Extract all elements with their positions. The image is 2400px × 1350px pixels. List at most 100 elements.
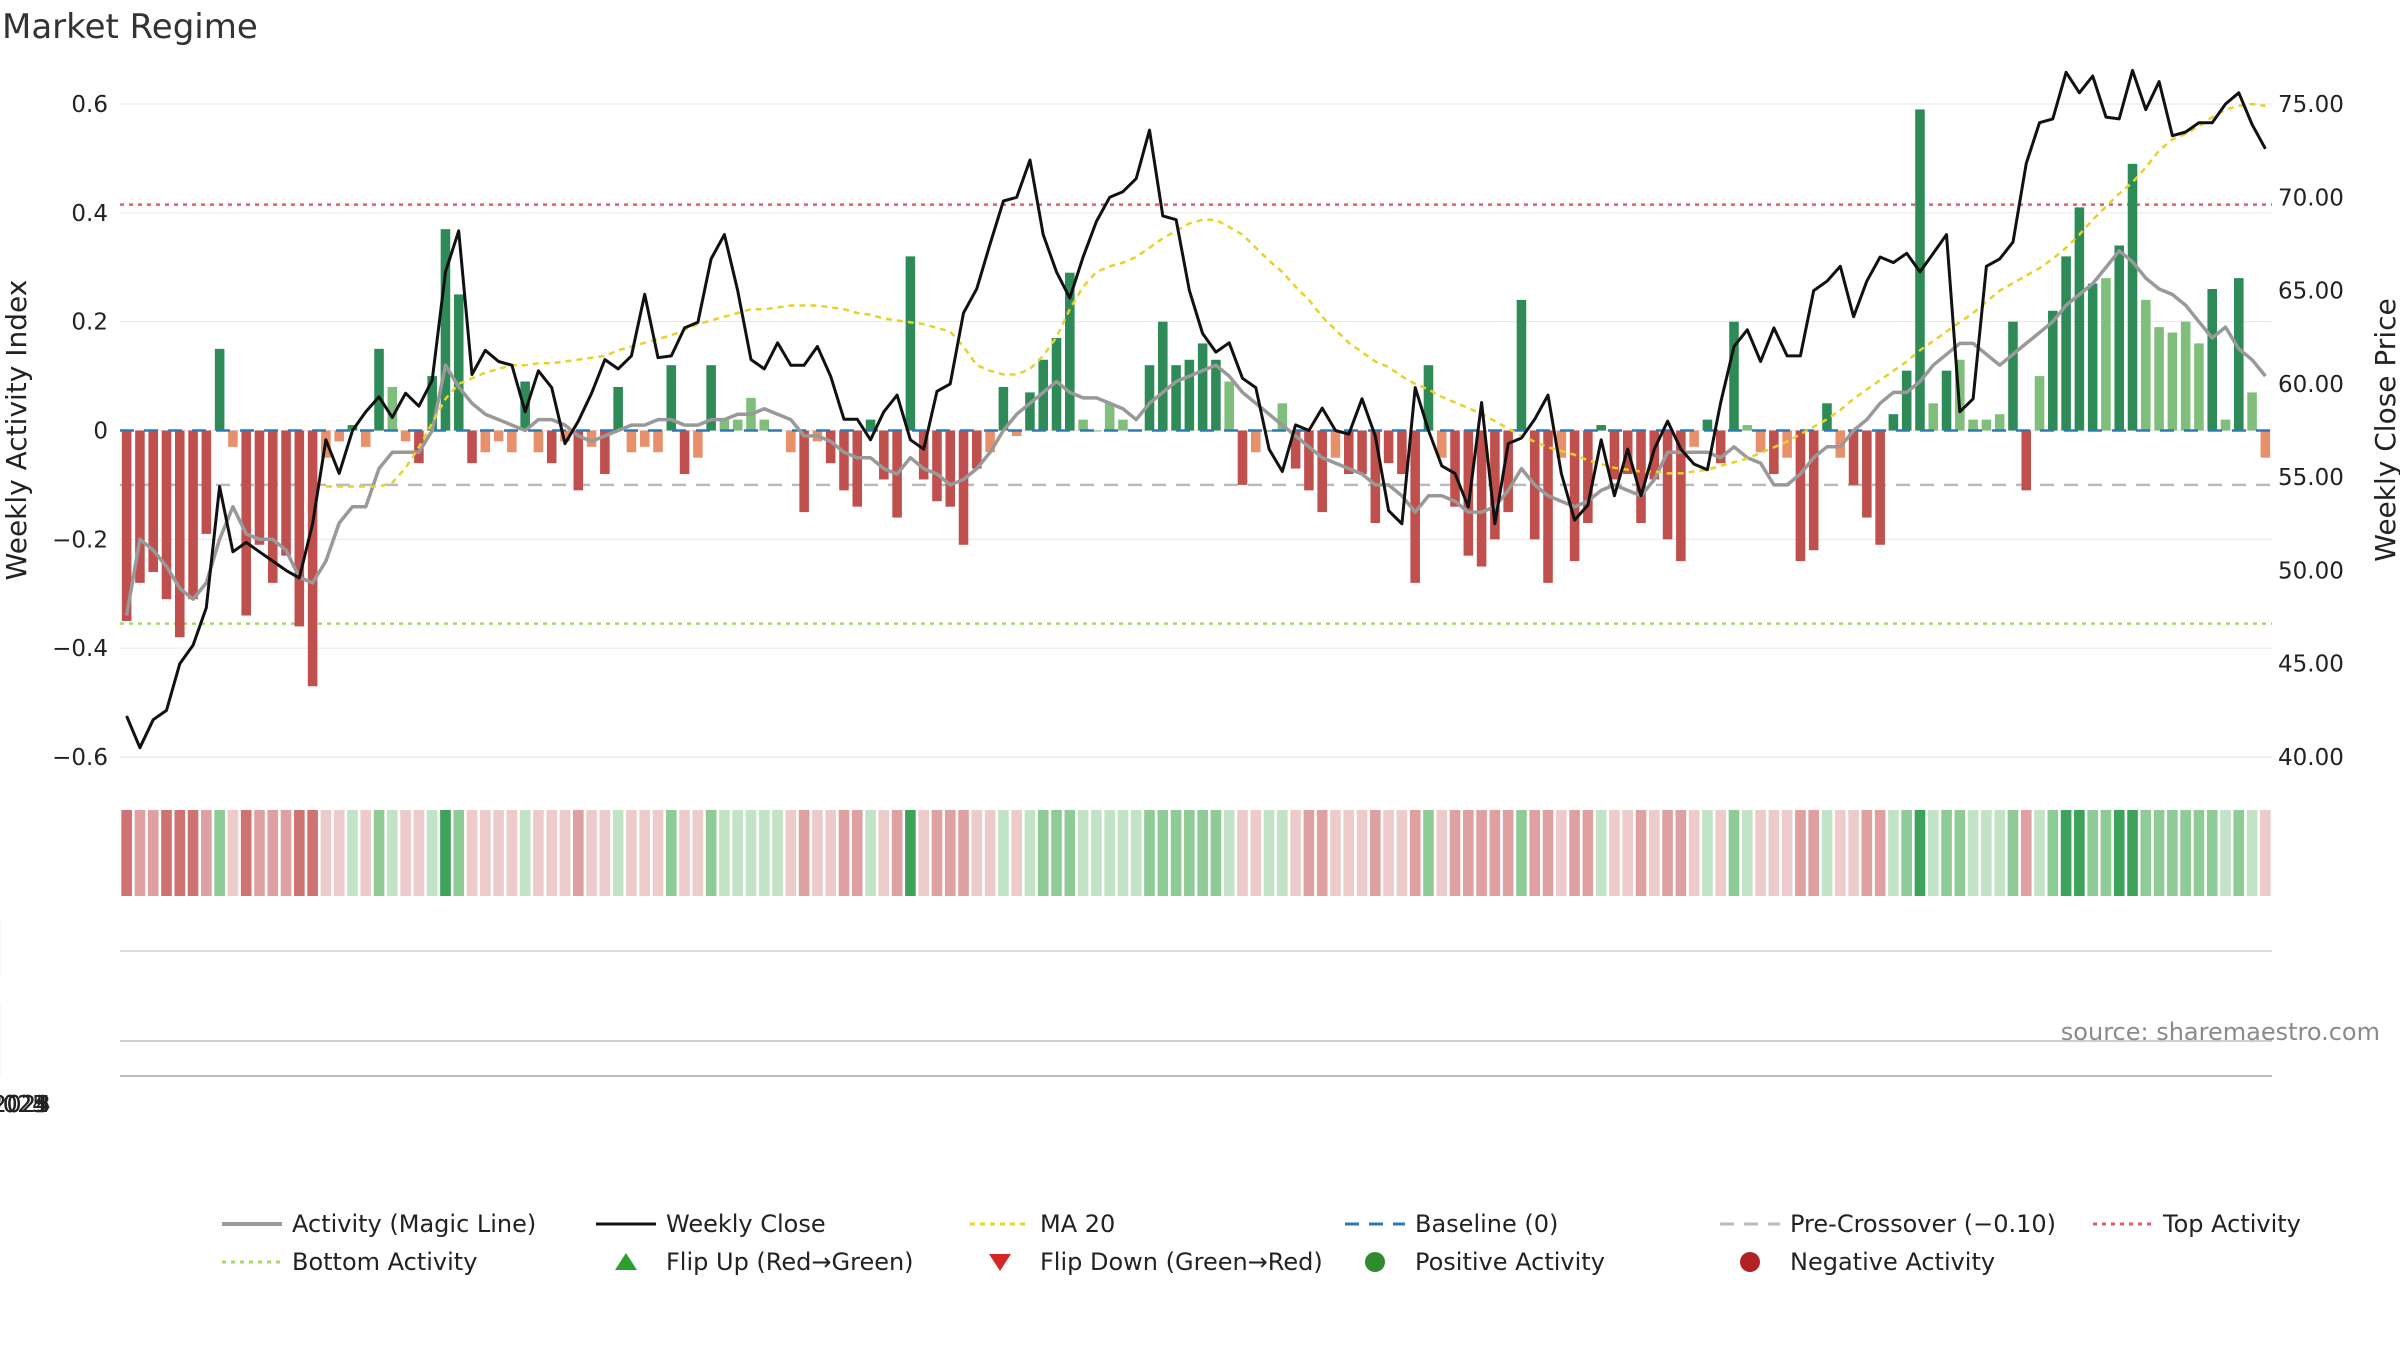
y-right-tick-label: 75.00 — [2278, 92, 2344, 118]
regime-cell — [1184, 810, 1195, 896]
regime-cell — [1728, 810, 1740, 896]
regime-cell — [1210, 810, 1222, 896]
right-axis: 75.00 70.00 65.00 60.00 55.00 50.00 45.00 40.00 — [2278, 92, 2344, 771]
regime-cell — [1489, 810, 1501, 896]
regime-cell — [2260, 810, 2271, 896]
regime-cell — [586, 810, 597, 896]
activity-bar — [839, 430, 849, 491]
regime-cell — [1051, 810, 1062, 896]
regime-cell — [1316, 810, 1328, 896]
activity-bar — [254, 430, 265, 545]
regime-cell — [1808, 810, 1820, 896]
regime-cell — [1011, 810, 1022, 896]
regime-cell — [479, 810, 491, 896]
activity-bar — [1662, 430, 1673, 540]
activity-bar — [1065, 272, 1075, 431]
regime-cell — [1901, 810, 1913, 896]
activity-bar — [1171, 365, 1181, 431]
y-left-tick-label: −0.2 — [52, 527, 108, 553]
activity-bar — [1423, 365, 1434, 431]
regime-cell — [665, 810, 677, 896]
activity-bar — [1264, 430, 1274, 432]
y-right-tick-label: 45.00 — [2278, 652, 2344, 678]
activity-bar — [865, 419, 876, 431]
regime-cell — [400, 810, 411, 896]
regime-cell — [1144, 810, 1155, 896]
activity-bar — [1596, 425, 1606, 431]
legend-label: Positive Activity — [1415, 1248, 1605, 1276]
activity-bar — [573, 430, 584, 491]
regime-cell — [307, 810, 318, 896]
activity-bar — [1078, 419, 1088, 431]
regime-cell — [201, 810, 212, 896]
regime-cell — [533, 810, 544, 896]
regime-cell — [2206, 810, 2218, 896]
regime-cell — [2047, 810, 2059, 896]
regime-cell — [1502, 810, 1514, 896]
regime-cell — [506, 810, 518, 896]
y-right-tick-label: 40.00 — [2278, 745, 2344, 771]
source-note: source: sharemaestro.com — [2061, 1018, 2380, 1046]
regime-cell — [387, 810, 398, 896]
activity-bar — [2101, 278, 2111, 431]
regime-cell — [705, 810, 717, 896]
regime-cell — [2127, 810, 2138, 896]
activity-bar — [1583, 430, 1593, 524]
activity-bar — [2207, 289, 2218, 431]
activity-bar — [1397, 430, 1407, 475]
regime-cell — [772, 810, 783, 896]
activity-bar — [307, 430, 318, 687]
regime-cell — [2193, 810, 2205, 896]
activity-bar — [1410, 430, 1420, 583]
regime-cell — [1981, 810, 1992, 896]
regime-cell — [652, 810, 664, 896]
regime-cell — [878, 810, 890, 896]
regime-cell — [559, 810, 571, 896]
activity-bar — [121, 430, 132, 621]
activity-bar — [1676, 430, 1686, 562]
activity-bar — [480, 430, 491, 453]
y-right-tick-label: 70.00 — [2278, 185, 2344, 211]
activity-bar — [626, 430, 637, 453]
activity-bar — [1237, 430, 1248, 485]
activity-bar — [666, 365, 677, 431]
legend-swatch — [615, 1253, 637, 1270]
regime-cell — [612, 810, 624, 896]
activity-bar — [374, 348, 384, 431]
activity-bar — [586, 430, 597, 447]
activity-bar — [706, 365, 716, 431]
regime-cell — [639, 810, 651, 896]
regime-cell — [1356, 810, 1368, 896]
regime-cell — [227, 810, 239, 896]
y-axis-left-label: Weekly Activity Index — [0, 280, 33, 581]
lines — [124, 68, 2267, 750]
activity-bar — [2247, 392, 2257, 431]
regime-cell — [1609, 810, 1620, 896]
regime-cell — [1741, 810, 1753, 896]
regime-cell — [546, 810, 558, 896]
activity-bar — [360, 430, 371, 447]
regime-cell — [1409, 810, 1421, 896]
activity-bar — [1862, 430, 1872, 518]
y-right-tick-label: 55.00 — [2278, 465, 2344, 491]
activity-bar — [1211, 359, 1221, 431]
regime-cell — [2153, 810, 2165, 896]
legend-label: Bottom Activity — [292, 1248, 477, 1276]
activity-bar — [1197, 343, 1208, 431]
activity-bar — [1928, 403, 1939, 431]
activity-bar — [1981, 419, 1992, 431]
regime-cell — [1848, 810, 1859, 896]
activity-bar — [1543, 430, 1553, 583]
regime-cell — [1688, 810, 1700, 896]
regime-cell — [1117, 810, 1129, 896]
regime-cell — [1223, 810, 1235, 896]
activity-bar — [852, 430, 863, 507]
regime-cell — [161, 810, 172, 896]
activity-bar — [613, 386, 623, 431]
legend-label: Baseline (0) — [1415, 1210, 1558, 1238]
regime-cell — [2060, 810, 2072, 896]
regime-strip — [121, 810, 2271, 896]
regime-cell — [1277, 810, 1288, 896]
regime-cell — [320, 810, 332, 896]
